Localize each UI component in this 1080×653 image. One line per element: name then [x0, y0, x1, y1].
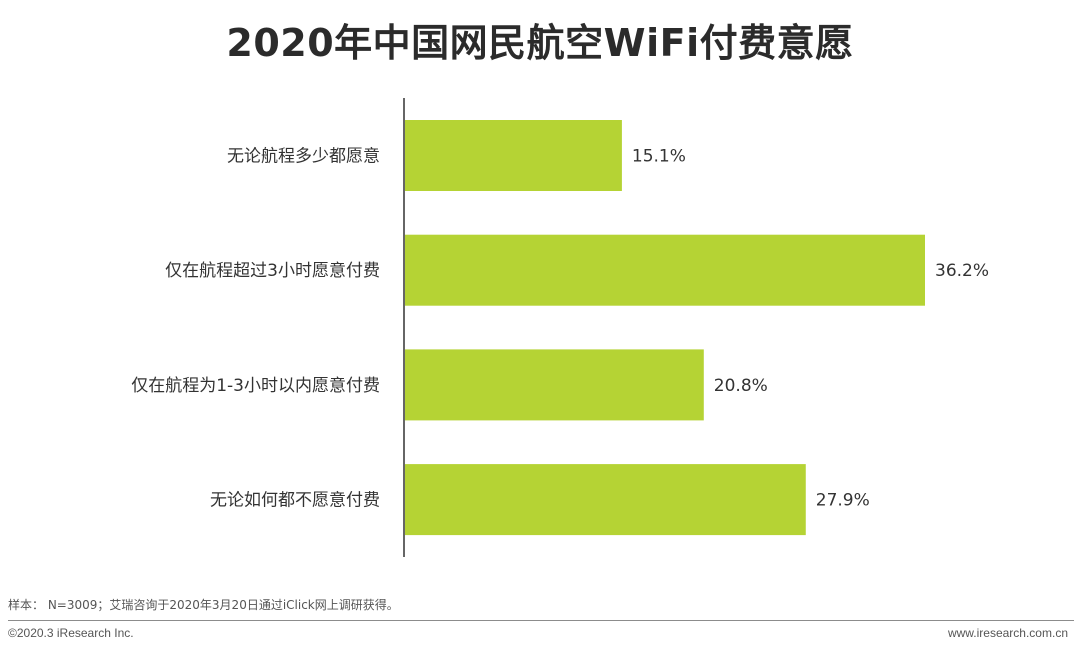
category-label-3: 仅在航程为1-3小时以内愿意付费 [131, 376, 380, 396]
value-label-4: 27.9% [816, 491, 870, 511]
website-link[interactable]: www.iresearch.com.cn [947, 626, 1068, 640]
value-label-2: 36.2% [935, 261, 989, 281]
category-label-4: 无论如何都不愿意付费 [210, 491, 380, 511]
bar-chart: 无论航程多少都愿意 15.1% 仅在航程超过3小时愿意付费 36.2% 仅在航程为1-3… [131, 98, 989, 557]
value-label-3: 20.8% [714, 376, 768, 396]
bar-3 [405, 349, 704, 421]
chart-title: 2020年中国网民航空WiFi付费意愿 [226, 21, 854, 65]
value-label-1: 15.1% [632, 147, 686, 167]
bar-1 [405, 120, 622, 191]
category-label-2: 仅在航程超过3小时愿意付费 [165, 261, 380, 281]
copyright-text: ©2020.3 iResearch Inc. [8, 626, 134, 640]
bar-4 [405, 464, 806, 536]
category-label-1: 无论航程多少都愿意 [227, 147, 380, 167]
sample-note: 样本： N=3009；艾瑞咨询于2020年3月20日通过iClick网上调研获得… [8, 598, 399, 612]
footer-divider [8, 620, 1074, 621]
bar-2 [405, 234, 925, 306]
